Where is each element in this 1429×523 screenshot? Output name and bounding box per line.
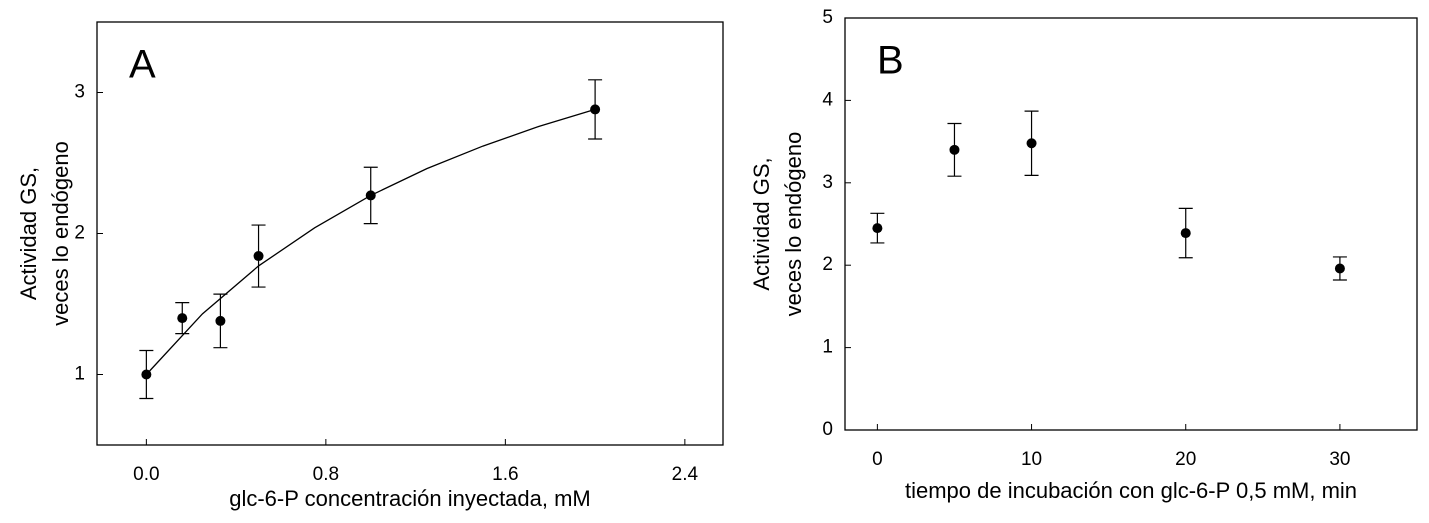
- y-tick-label: 1: [74, 364, 85, 385]
- fit-curve: [145, 108, 596, 375]
- y-tick-label: 2: [822, 254, 833, 275]
- data-point: [215, 315, 226, 326]
- x-tick-label: 0: [872, 449, 883, 470]
- y-tick-label: 0: [822, 419, 833, 440]
- panel-label: B: [877, 39, 904, 83]
- y-tick-label: 5: [822, 7, 833, 28]
- data-point: [1180, 228, 1191, 239]
- data-point: [590, 104, 601, 115]
- y-tick-label: 3: [74, 82, 85, 103]
- x-tick-label: 2.4: [672, 464, 699, 485]
- panel-label: A: [129, 43, 156, 87]
- x-tick-label: 0.8: [313, 464, 339, 485]
- x-tick-label: 20: [1175, 449, 1196, 470]
- data-point: [141, 369, 152, 380]
- y-tick-label: 4: [822, 89, 833, 110]
- y-axis-label: veces lo endógeno: [48, 141, 73, 326]
- data-point: [253, 251, 264, 262]
- data-point: [365, 190, 376, 201]
- data-point: [1334, 263, 1345, 274]
- data-point: [1026, 138, 1037, 149]
- x-tick-label: 1.6: [492, 464, 518, 485]
- y-tick-label: 3: [822, 172, 833, 193]
- data-point: [177, 313, 188, 324]
- x-tick-label: 0.0: [133, 464, 159, 485]
- y-axis-label: veces lo endógeno: [781, 132, 806, 317]
- plot-frame: [844, 17, 1418, 431]
- y-axis-label: Actividad GS,: [749, 157, 774, 290]
- x-tick-label: 30: [1329, 449, 1350, 470]
- y-tick-label: 2: [74, 223, 85, 244]
- data-point: [949, 144, 960, 155]
- x-tick-label: 10: [1021, 449, 1042, 470]
- y-axis-label: Actividad GS,: [16, 167, 41, 300]
- plot-frame: [96, 21, 724, 446]
- y-tick-label: 1: [822, 337, 833, 358]
- data-point: [872, 223, 883, 234]
- x-axis-label: tiempo de incubación con glc-6-P 0,5 mM,…: [905, 478, 1357, 503]
- x-axis-label: glc-6-P concentración inyectada, mM: [229, 486, 591, 511]
